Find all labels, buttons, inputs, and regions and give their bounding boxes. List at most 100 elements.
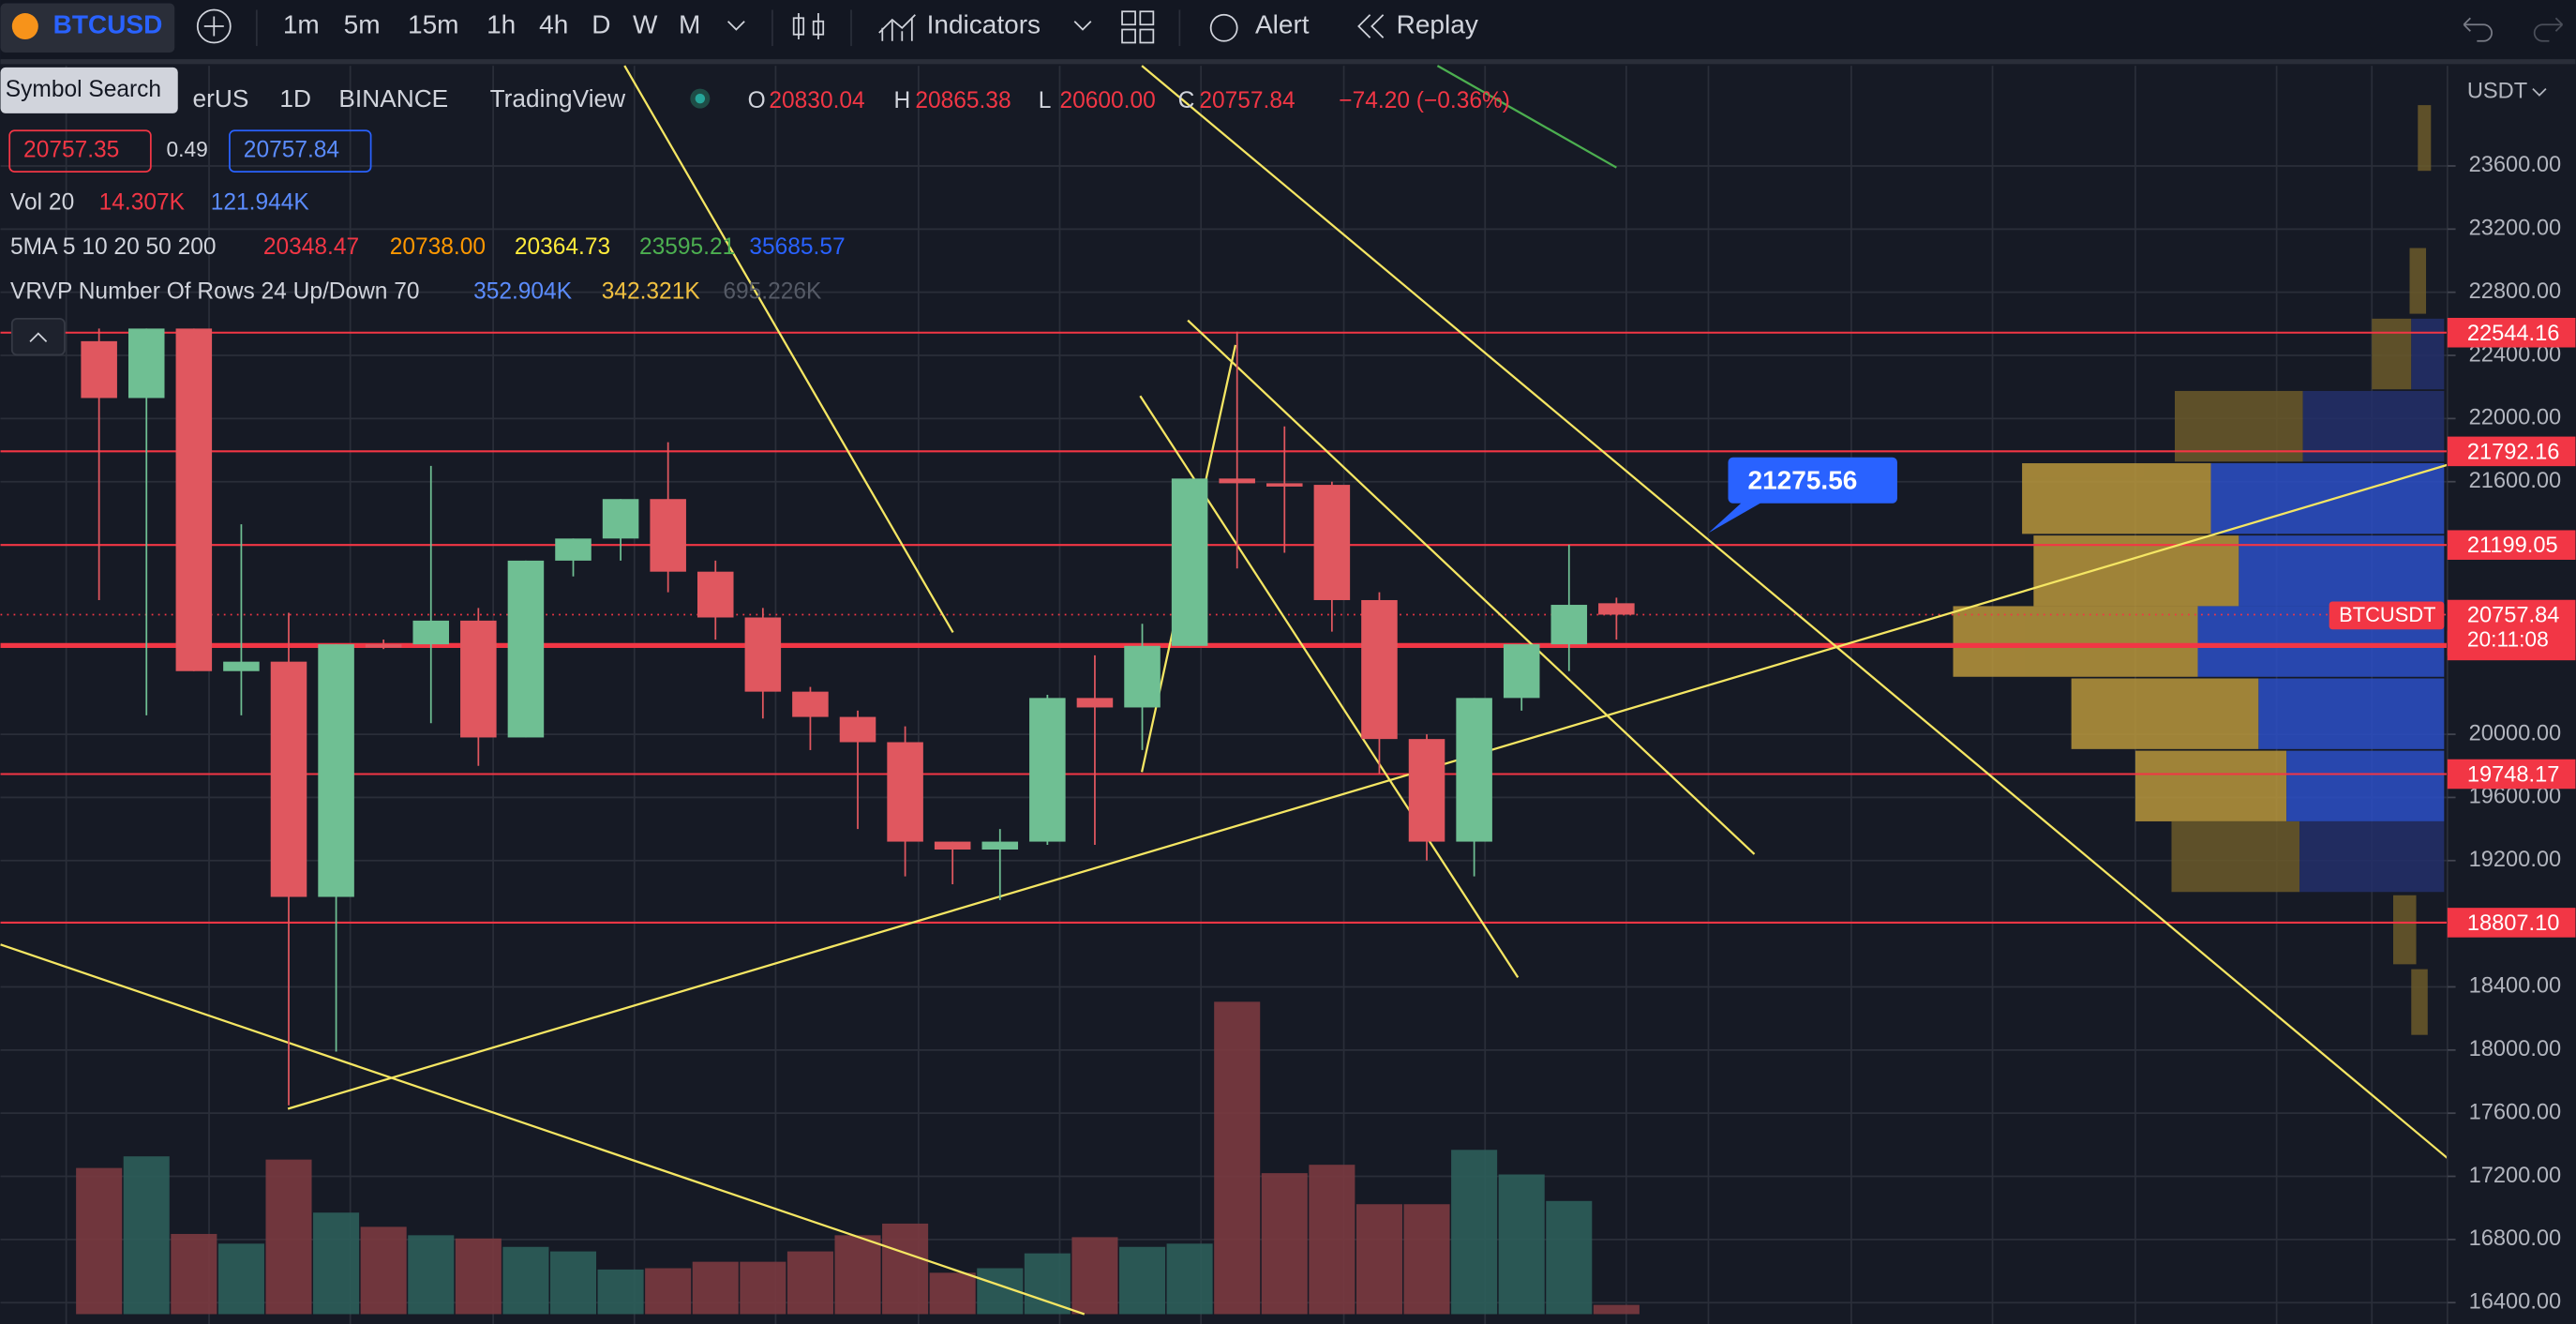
volume-bar xyxy=(549,1251,597,1315)
toolbar xyxy=(0,0,2576,60)
volume-bar xyxy=(1309,1165,1355,1315)
y-tick-label: 18400.00 xyxy=(2469,974,2562,999)
legend-exchange: BINANCE xyxy=(338,84,448,113)
vp-row xyxy=(2239,535,2445,607)
volume-bar xyxy=(1214,1001,1261,1315)
trend-line xyxy=(1141,65,2449,1159)
vp-row xyxy=(1953,606,2198,677)
compare-button[interactable] xyxy=(196,8,232,44)
replay-button[interactable]: Replay xyxy=(1397,9,1478,38)
interval[interactable]: W xyxy=(633,9,658,38)
candles xyxy=(81,328,1635,1106)
volume-bar xyxy=(408,1235,455,1315)
candle-body xyxy=(650,499,686,572)
candle-body xyxy=(792,691,829,717)
study-label[interactable]: 5MA 5 10 20 50 200 xyxy=(10,234,216,260)
y-tick-label: 20000.00 xyxy=(2469,721,2562,745)
y-tick-label: 23600.00 xyxy=(2469,153,2562,177)
interval[interactable]: 1h xyxy=(487,9,516,38)
symbol[interactable]: BTCUSD xyxy=(53,9,163,38)
collapse-legend[interactable] xyxy=(10,317,66,356)
volume-bar xyxy=(217,1243,264,1315)
symbol-name[interactable]: erUS xyxy=(193,84,249,113)
candle-body xyxy=(270,661,307,897)
symbol-button[interactable] xyxy=(0,3,175,53)
interval[interactable]: 1m xyxy=(283,9,320,38)
plus-icon xyxy=(203,16,224,37)
study-label[interactable]: VRVP Number Of Rows 24 Up/Down 70 xyxy=(10,278,419,304)
level-label: 22544.16 xyxy=(2467,322,2560,346)
candle-body xyxy=(602,499,639,539)
tooltip-box xyxy=(0,67,178,113)
y-tick-label: 19200.00 xyxy=(2469,848,2562,872)
candle-body xyxy=(223,661,260,671)
y-tick-label: 21600.00 xyxy=(2469,469,2562,493)
interval[interactable]: D xyxy=(592,9,610,38)
bid[interactable]: 20757.35 xyxy=(23,138,119,163)
candle-body xyxy=(839,716,876,743)
callout[interactable] xyxy=(1728,457,1897,504)
volume-bar xyxy=(455,1238,502,1315)
volume-bar xyxy=(929,1272,976,1315)
trend-line xyxy=(1436,65,1617,169)
symbol-tag xyxy=(2329,601,2445,630)
interval[interactable]: M xyxy=(679,9,700,38)
candle-body xyxy=(696,571,734,618)
study-label[interactable]: Vol 20 xyxy=(10,190,74,216)
ask-box[interactable] xyxy=(229,129,372,173)
undo-button[interactable] xyxy=(2463,17,2493,42)
price-tag xyxy=(2447,599,2576,656)
study-value: 342.321K xyxy=(602,278,701,304)
layout-button[interactable] xyxy=(1121,10,1155,44)
vp-row xyxy=(2071,678,2259,749)
volume-bar xyxy=(123,1156,170,1315)
tooltip: Symbol Search xyxy=(6,77,161,102)
volume-bar xyxy=(76,1167,123,1315)
grid xyxy=(65,66,2374,1324)
indicators-caret[interactable] xyxy=(1073,21,1092,31)
chart-type-button[interactable] xyxy=(792,13,825,40)
low-label: L xyxy=(1039,88,1052,113)
candle-body xyxy=(1076,698,1114,708)
bid-box[interactable] xyxy=(8,129,152,173)
ask[interactable]: 20757.84 xyxy=(244,138,339,163)
candle-body xyxy=(1408,739,1445,842)
candle-body xyxy=(1598,603,1635,615)
volume-bar xyxy=(692,1261,739,1315)
candle-body xyxy=(412,620,450,645)
interval[interactable]: 5m xyxy=(344,9,381,38)
candle-body xyxy=(127,328,165,399)
collapse-icon xyxy=(29,332,48,343)
candle-body xyxy=(175,328,213,671)
volume-bar xyxy=(1118,1246,1166,1315)
vp-row xyxy=(2299,820,2445,893)
indicators-icon xyxy=(878,14,916,41)
callout-label: 21275.56 xyxy=(1748,465,1858,494)
currency-label[interactable]: USDT xyxy=(2467,79,2527,103)
vp-row xyxy=(2418,105,2432,172)
interval-caret[interactable] xyxy=(726,21,745,31)
y-tick-label: 18000.00 xyxy=(2469,1037,2562,1061)
high-value: 20865.38 xyxy=(915,88,1011,113)
study-value: 695.226K xyxy=(723,278,822,304)
level-label: 21792.16 xyxy=(2467,440,2560,464)
vp-row xyxy=(2393,895,2417,965)
replay-icon xyxy=(1357,14,1385,38)
redo-button[interactable] xyxy=(2533,17,2564,42)
indicators-button[interactable]: Indicators xyxy=(927,9,1041,38)
interval[interactable]: 15m xyxy=(408,9,459,38)
vp-row xyxy=(2175,390,2303,462)
price-tags: 22544.1621792.1621199.0520562.3319748.17… xyxy=(1708,317,2576,938)
study-value: 121.944K xyxy=(211,190,310,216)
symbol-tag-label: BTCUSDT xyxy=(2339,603,2435,626)
interval[interactable]: 4h xyxy=(539,9,568,38)
volume-bar xyxy=(1593,1304,1640,1315)
vp-row xyxy=(2409,248,2427,314)
level-label: 19748.17 xyxy=(2467,762,2560,787)
volume-bar xyxy=(786,1251,833,1315)
currency-caret xyxy=(2532,87,2547,97)
intervals: 1m 5m 15m 1h 4h D W M xyxy=(283,9,701,38)
price-tag-label: 20757.84 xyxy=(2467,604,2560,628)
alert-button[interactable]: Alert xyxy=(1255,9,1310,38)
candle-body xyxy=(1124,645,1161,708)
